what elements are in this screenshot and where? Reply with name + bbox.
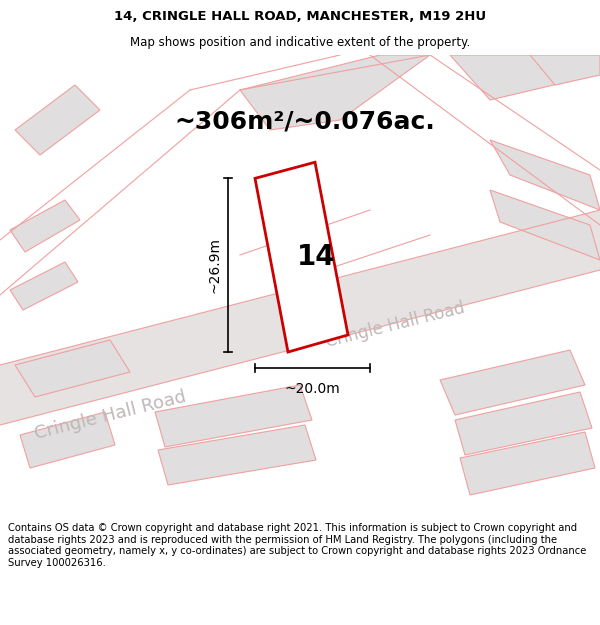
Polygon shape [20, 412, 115, 468]
Polygon shape [255, 162, 348, 352]
Polygon shape [530, 55, 600, 85]
Text: ~306m²/~0.076ac.: ~306m²/~0.076ac. [175, 109, 436, 133]
Polygon shape [440, 350, 585, 415]
Text: ~20.0m: ~20.0m [284, 382, 340, 396]
Text: Cringle Hall Road: Cringle Hall Road [32, 388, 188, 443]
Polygon shape [490, 140, 600, 210]
Polygon shape [455, 392, 592, 455]
Polygon shape [240, 55, 430, 130]
Text: Contains OS data © Crown copyright and database right 2021. This information is : Contains OS data © Crown copyright and d… [8, 523, 586, 568]
Polygon shape [0, 210, 600, 425]
Polygon shape [155, 385, 312, 447]
Text: ~26.9m: ~26.9m [208, 238, 222, 293]
Polygon shape [158, 425, 316, 485]
Polygon shape [10, 200, 80, 252]
Polygon shape [490, 190, 600, 260]
Text: Cringle Hall Road: Cringle Hall Road [323, 299, 466, 351]
Polygon shape [10, 262, 78, 310]
Polygon shape [460, 432, 595, 495]
Polygon shape [15, 85, 100, 155]
Text: Map shows position and indicative extent of the property.: Map shows position and indicative extent… [130, 36, 470, 49]
Text: 14, CRINGLE HALL ROAD, MANCHESTER, M19 2HU: 14, CRINGLE HALL ROAD, MANCHESTER, M19 2… [114, 10, 486, 23]
Polygon shape [450, 55, 575, 100]
Polygon shape [15, 340, 130, 397]
Text: 14: 14 [297, 243, 336, 271]
